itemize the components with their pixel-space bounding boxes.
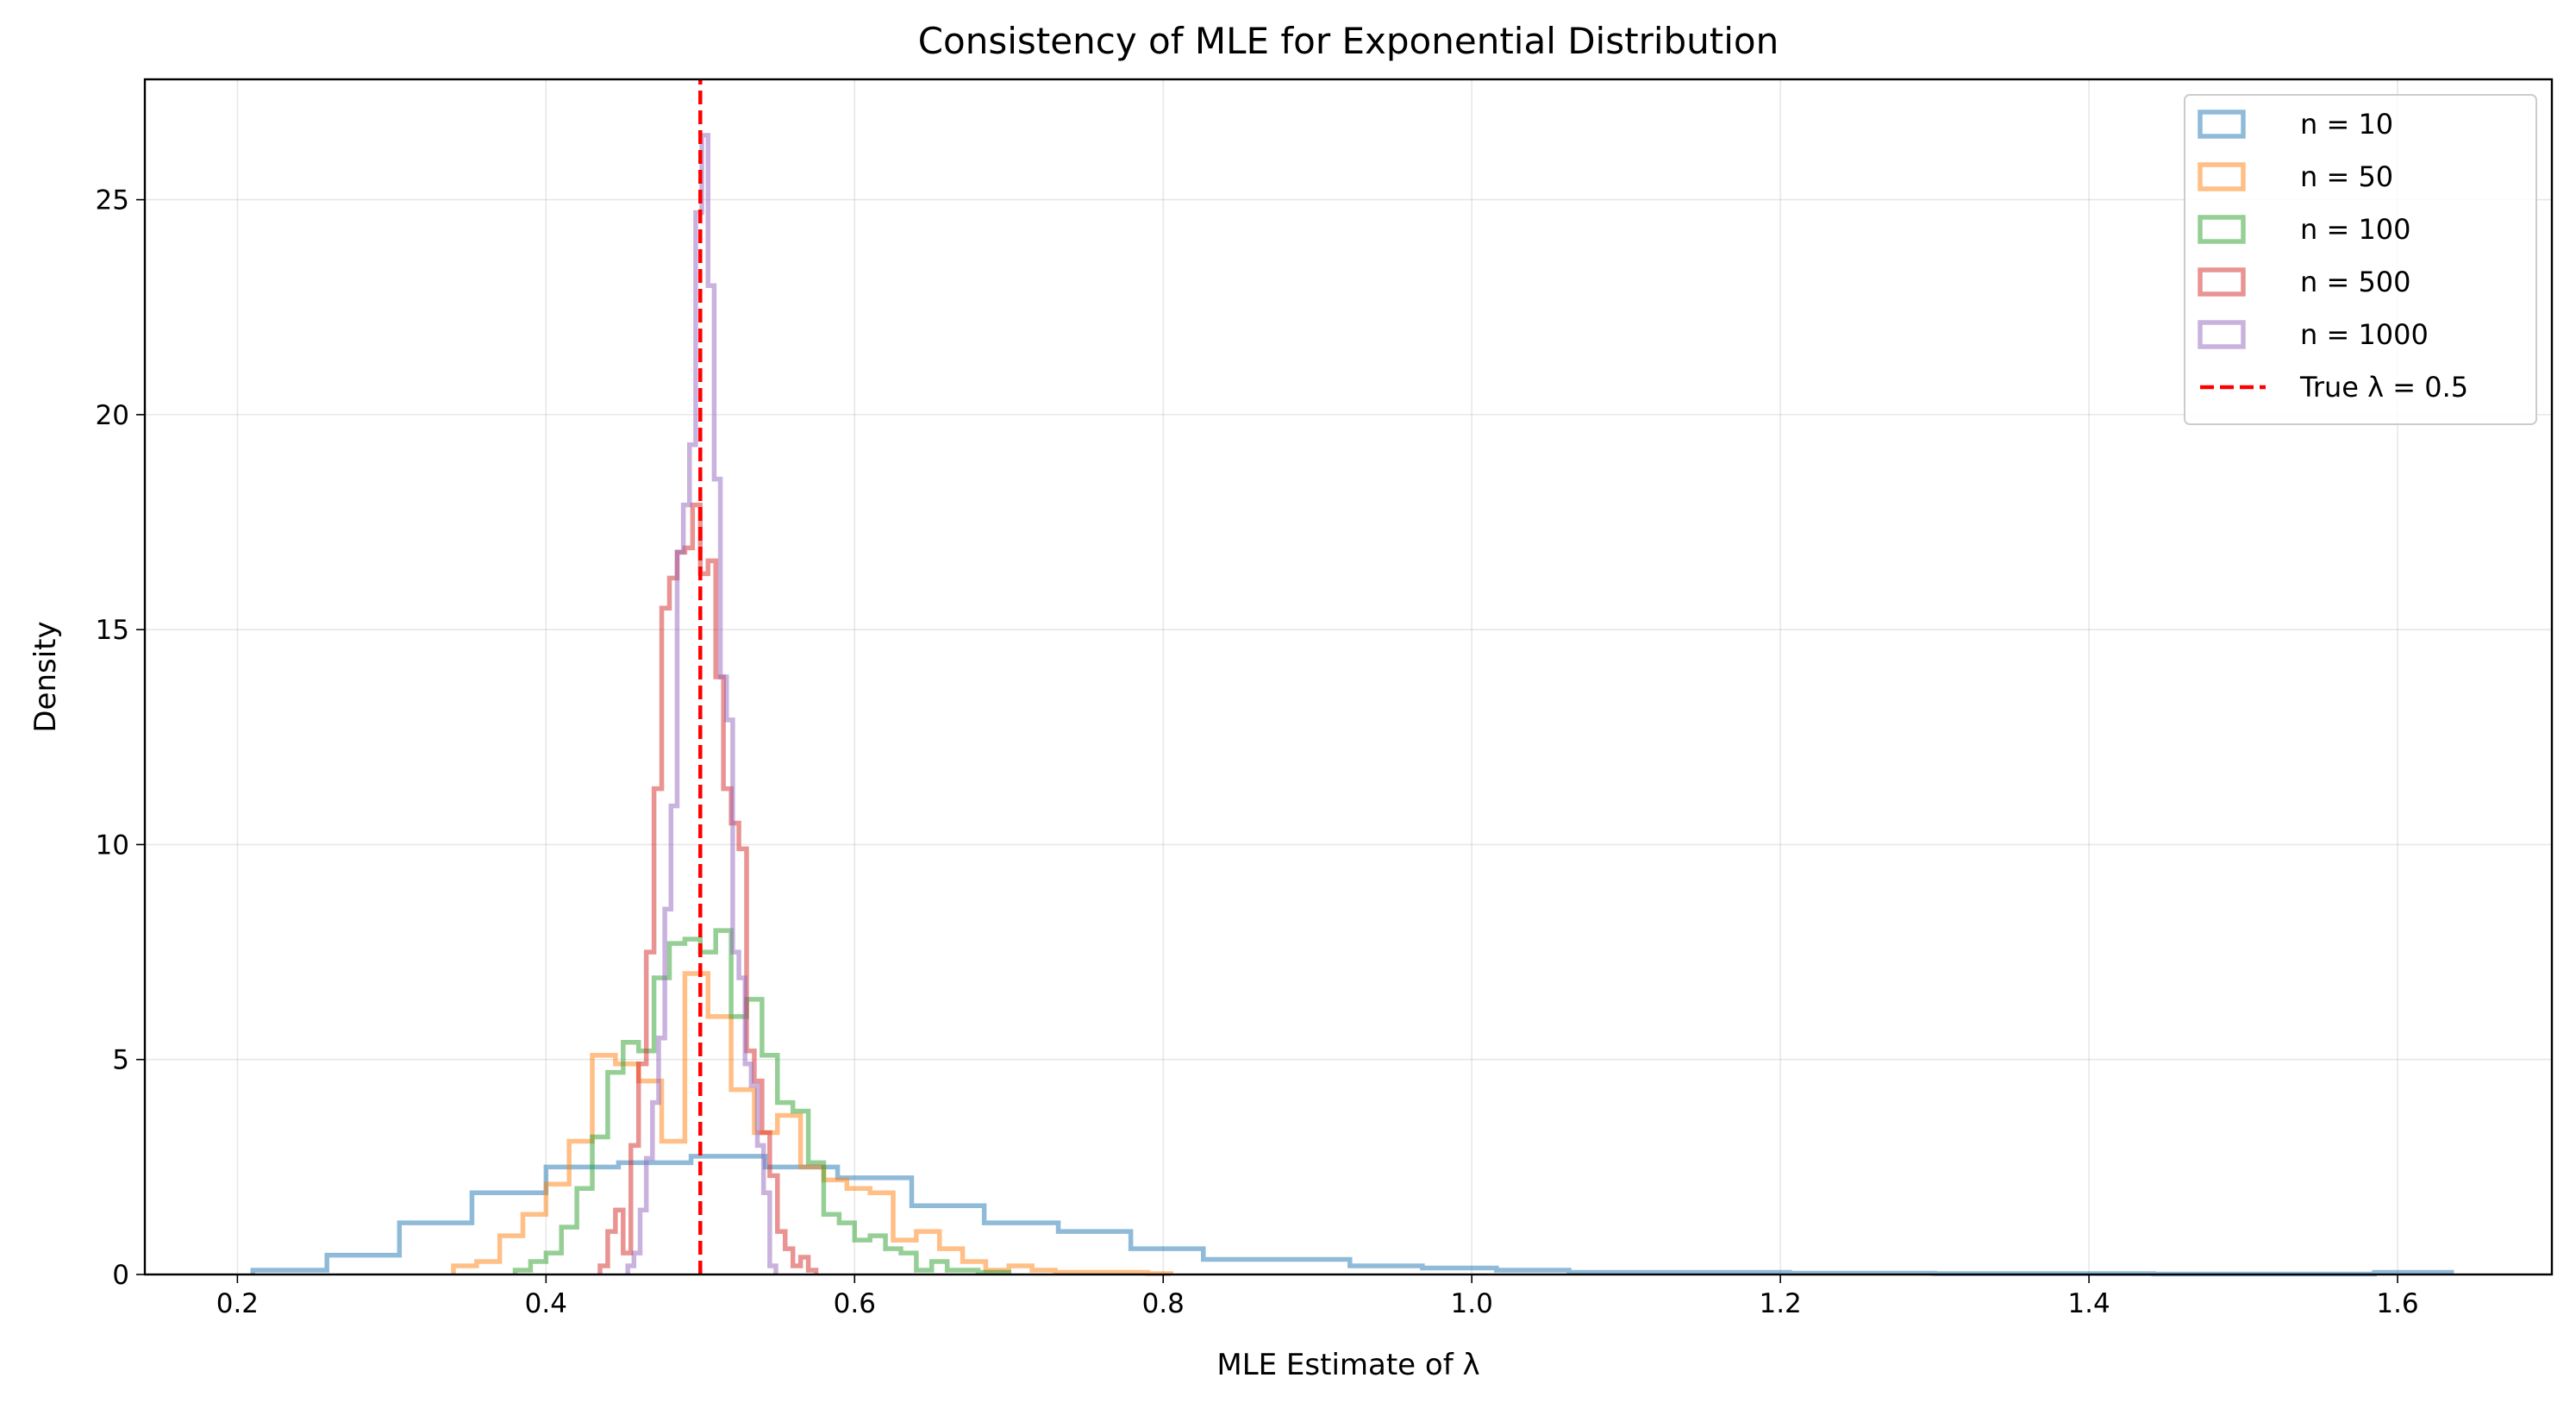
legend-swatch [2198,110,2246,139]
legend-swatch [2198,162,2246,191]
legend-label: True λ = 0.5 [2299,371,2468,404]
legend-swatch [2198,320,2246,349]
x-tick-label: 0.2 [216,1288,259,1319]
legend-label: n = 100 [2300,213,2411,246]
x-tick-label: 0.4 [525,1288,567,1319]
x-tick-label: 1.6 [2376,1288,2418,1319]
y-tick-label: 0 [112,1260,129,1291]
x-tick-label: 0.6 [834,1288,876,1319]
chart-title: Consistency of MLE for Exponential Distr… [918,20,1779,62]
histogram-step-series-3 [512,928,1012,1275]
x-axis-label: MLE Estimate of λ [1216,1348,1479,1382]
y-tick-label: 15 [96,615,129,646]
y-tick-label: 10 [96,830,129,861]
y-tick-label: 5 [112,1045,129,1076]
legend-box [2184,94,2537,425]
legend-label: n = 1000 [2300,318,2429,351]
legend-label: n = 50 [2300,160,2393,193]
x-tick-label: 1.2 [1759,1288,1801,1319]
x-tick-label: 1.4 [2067,1288,2110,1319]
y-axis-label: Density [28,621,63,732]
legend-label: n = 500 [2300,266,2411,298]
y-axis: 0 5 10 15 20 25 [96,185,145,1291]
histogram-step-series-2 [451,971,1173,1276]
x-axis: 0.2 0.4 0.6 0.8 1.0 1.2 1.4 1.6 [216,1274,2419,1319]
y-tick-label: 20 [96,400,129,431]
y-tick-label: 25 [96,185,129,216]
legend-swatch [2198,215,2246,244]
legend-label: n = 10 [2300,108,2393,141]
plot-frame [143,78,2554,1276]
histogram-step-series-4 [597,502,819,1274]
x-tick-label: 0.8 [1142,1288,1185,1319]
legend: n = 10 n = 50 n = 100 n = 500 n = 1000 True λ… [2184,94,2537,425]
legend-swatch [2198,267,2246,297]
x-tick-label: 1.0 [1451,1288,1493,1319]
